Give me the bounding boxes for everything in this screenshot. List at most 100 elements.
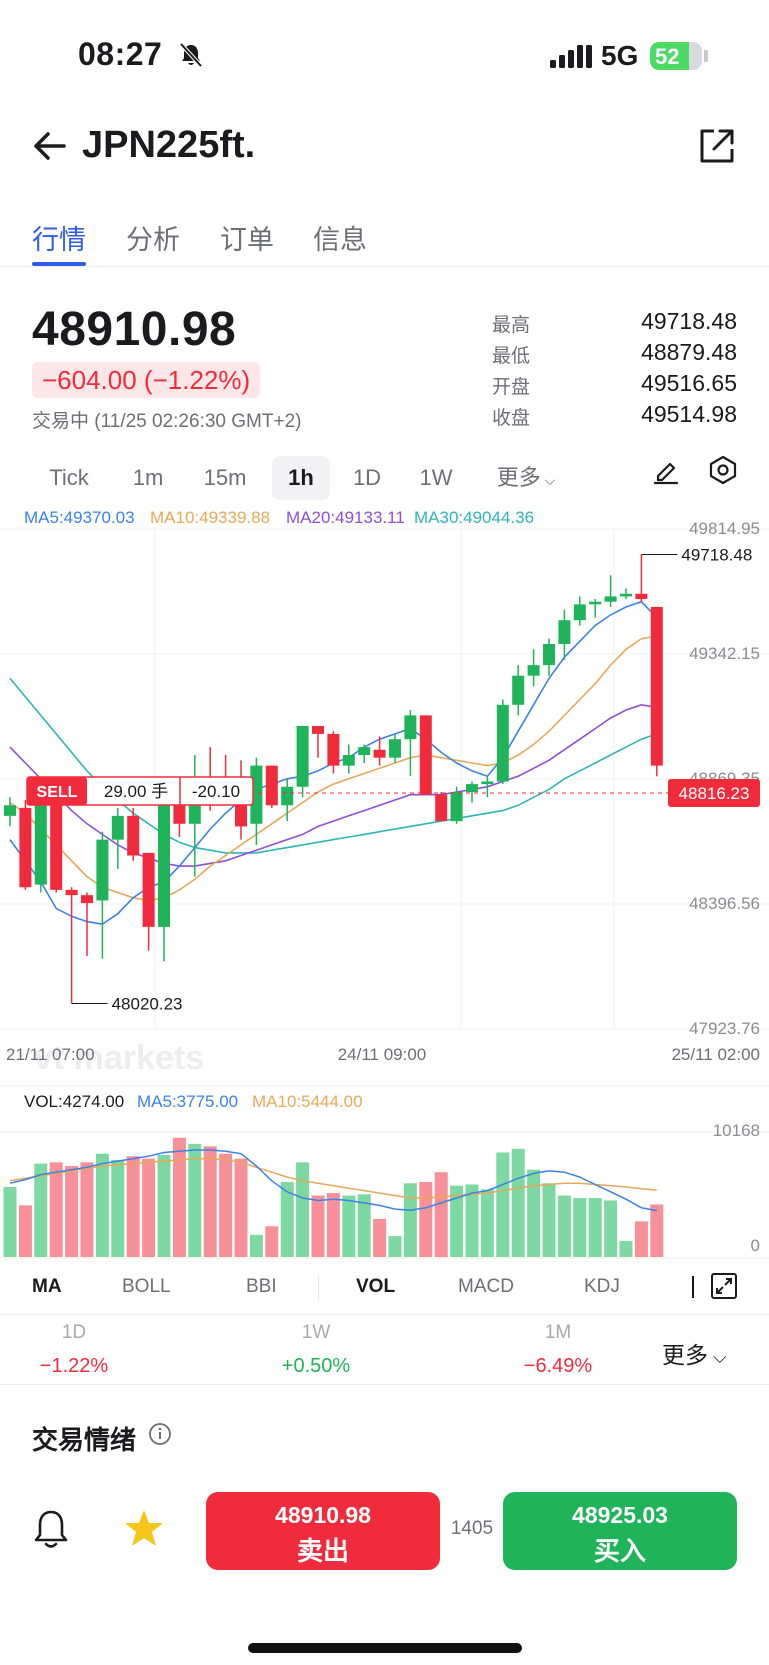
candle-body	[358, 747, 371, 756]
network-type: 5G	[601, 40, 639, 71]
candle-body	[342, 755, 355, 766]
performance-more-button[interactable]: 更多 ⌵	[662, 1336, 727, 1370]
home-indicator	[248, 1643, 522, 1653]
indicator-kdj[interactable]: KDJ	[584, 1276, 620, 1297]
fullscreen-expand-icon[interactable]	[710, 1272, 738, 1300]
stat-label-high: 最高	[492, 315, 531, 336]
indicator-end-separator	[692, 1276, 694, 1298]
page-title: JPN225ft.	[82, 124, 256, 166]
vol-y-tick: 0	[751, 1236, 760, 1255]
candle-body	[34, 802, 47, 885]
candle-body	[111, 815, 124, 840]
price-change-badge: −604.00 (−1.22%)	[32, 362, 261, 398]
low-label: 48020.23	[112, 994, 183, 1013]
volume-bar	[249, 1234, 263, 1257]
volume-bar	[542, 1183, 556, 1257]
candle	[65, 887, 78, 1004]
candle	[281, 778, 294, 822]
current-price-tag: 48816.23	[679, 784, 750, 803]
volume-bar	[311, 1195, 325, 1257]
candle	[327, 731, 340, 774]
timeframe-1m[interactable]: 1m	[132, 465, 164, 490]
timeframe-more[interactable]: 更多 ⌵	[486, 456, 566, 500]
stat-value-close: 49514.98	[641, 401, 737, 427]
candle	[512, 665, 525, 716]
volume-bar	[434, 1172, 448, 1257]
current-price-tag-bg	[668, 779, 760, 808]
bell-icon[interactable]	[32, 1508, 70, 1550]
indicator-vol[interactable]: VOL	[356, 1276, 396, 1297]
timeframe-1w[interactable]: 1W	[419, 465, 453, 490]
y-tick-label: 48396.56	[689, 894, 760, 913]
candle-body	[543, 643, 555, 666]
indicator-bbi[interactable]: BBI	[246, 1276, 277, 1297]
candle-body	[4, 805, 16, 816]
settings-hexagon-icon[interactable]	[707, 454, 739, 486]
candle	[358, 744, 371, 763]
volume-bar	[280, 1182, 294, 1257]
candle-body	[389, 739, 401, 758]
tab-info[interactable]: 信息	[313, 225, 367, 255]
candle-body	[419, 715, 432, 795]
candle	[296, 725, 309, 798]
y-tick-label: 49342.15	[689, 644, 760, 663]
info-icon[interactable]	[148, 1422, 172, 1446]
star-icon[interactable]	[124, 1508, 164, 1548]
volume-bar	[634, 1221, 648, 1257]
candle-body	[527, 665, 540, 676]
share-icon[interactable]	[698, 127, 736, 165]
volume-bar	[419, 1182, 433, 1257]
timeframe-15m[interactable]: 15m	[203, 465, 247, 490]
sell-button[interactable]: 48910.98 卖出	[206, 1492, 440, 1570]
volume-bar	[573, 1197, 587, 1257]
candle	[373, 736, 386, 766]
volume-bar	[188, 1143, 202, 1257]
candle	[188, 755, 201, 877]
vol-y-tick: 10168	[713, 1121, 760, 1140]
tab-analysis[interactable]: 分析	[126, 225, 180, 255]
buy-price: 48925.03	[572, 1502, 668, 1528]
candle-body	[573, 604, 586, 621]
candle-body	[604, 596, 617, 602]
perf-value-1d: −1.22%	[39, 1355, 109, 1377]
position-size: 29.00 手	[104, 782, 168, 801]
position-side: SELL	[37, 784, 78, 801]
draw-pencil-icon[interactable]	[650, 454, 682, 486]
candle	[650, 606, 663, 777]
tabs-divider	[0, 266, 769, 267]
candle	[573, 596, 586, 626]
tab-orders[interactable]: 订单	[220, 225, 274, 255]
legend-ma30: MA30:49044.36	[414, 508, 535, 527]
stat-value-high: 49718.48	[641, 308, 737, 334]
candlestick-chart[interactable]: vt markets49814.9549342.1548869.3548396.…	[0, 492, 769, 1262]
volume-bar	[604, 1200, 618, 1257]
candle	[4, 797, 16, 827]
candle-body	[466, 784, 478, 793]
high-label: 49718.48	[681, 546, 752, 565]
candle	[419, 715, 432, 795]
x-tick-label: 24/11 09:00	[338, 1045, 427, 1064]
battery-tip	[704, 50, 708, 62]
indicator-macd[interactable]: MACD	[458, 1276, 514, 1297]
candle-body	[65, 889, 78, 896]
indicator-separator	[318, 1276, 319, 1300]
volume-bar	[450, 1185, 464, 1257]
timeframe-1d[interactable]: 1D	[352, 465, 382, 490]
legend-ma10: MA10:49339.88	[150, 508, 271, 527]
vol-legend: VOL:4274.00	[24, 1092, 124, 1111]
indicator-boll[interactable]: BOLL	[122, 1276, 171, 1297]
buy-button[interactable]: 48925.03 买入	[503, 1492, 737, 1570]
volume-bar	[142, 1158, 156, 1257]
tab-market[interactable]: 行情	[32, 225, 86, 255]
sell-label: 卖出	[296, 1536, 349, 1566]
back-arrow-icon[interactable]	[32, 128, 68, 164]
volume-bar	[18, 1205, 32, 1257]
chevron-down-icon: ⌵	[540, 472, 556, 488]
indicator-ma[interactable]: MA	[32, 1276, 62, 1297]
vol-ma5-legend: MA5:3775.00	[137, 1092, 238, 1111]
timeframe-tick[interactable]: Tick	[49, 465, 89, 490]
candle	[158, 805, 170, 962]
timeframe-1h[interactable]: 1h	[272, 456, 330, 500]
volume-bar	[49, 1162, 63, 1257]
candle-body	[173, 805, 186, 824]
